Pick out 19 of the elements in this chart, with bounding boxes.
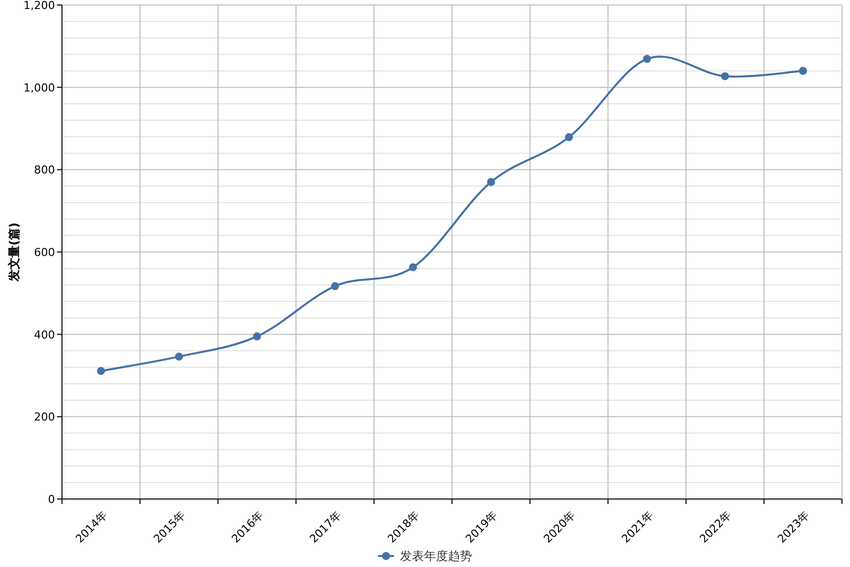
y-tick-label: 800 (34, 164, 55, 177)
point (409, 263, 417, 272)
point (721, 72, 729, 80)
point (175, 352, 183, 361)
y-tick-label: 400 (34, 328, 55, 342)
point (487, 178, 495, 186)
y-tick-label: 600 (34, 246, 55, 259)
y-tick-label: 0 (48, 493, 55, 506)
y-tick-label: 1,000 (24, 81, 55, 94)
y-tick-label: 1,200 (24, 0, 55, 12)
legend-label: 发表年度趋势 (400, 549, 472, 563)
point (331, 282, 339, 290)
point (643, 54, 651, 63)
point (97, 366, 105, 375)
point (799, 66, 807, 75)
point (253, 332, 261, 340)
point (565, 133, 573, 142)
y-tick-label: 200 (34, 410, 55, 424)
y-axis-title: 发文量(篇) (7, 222, 21, 282)
